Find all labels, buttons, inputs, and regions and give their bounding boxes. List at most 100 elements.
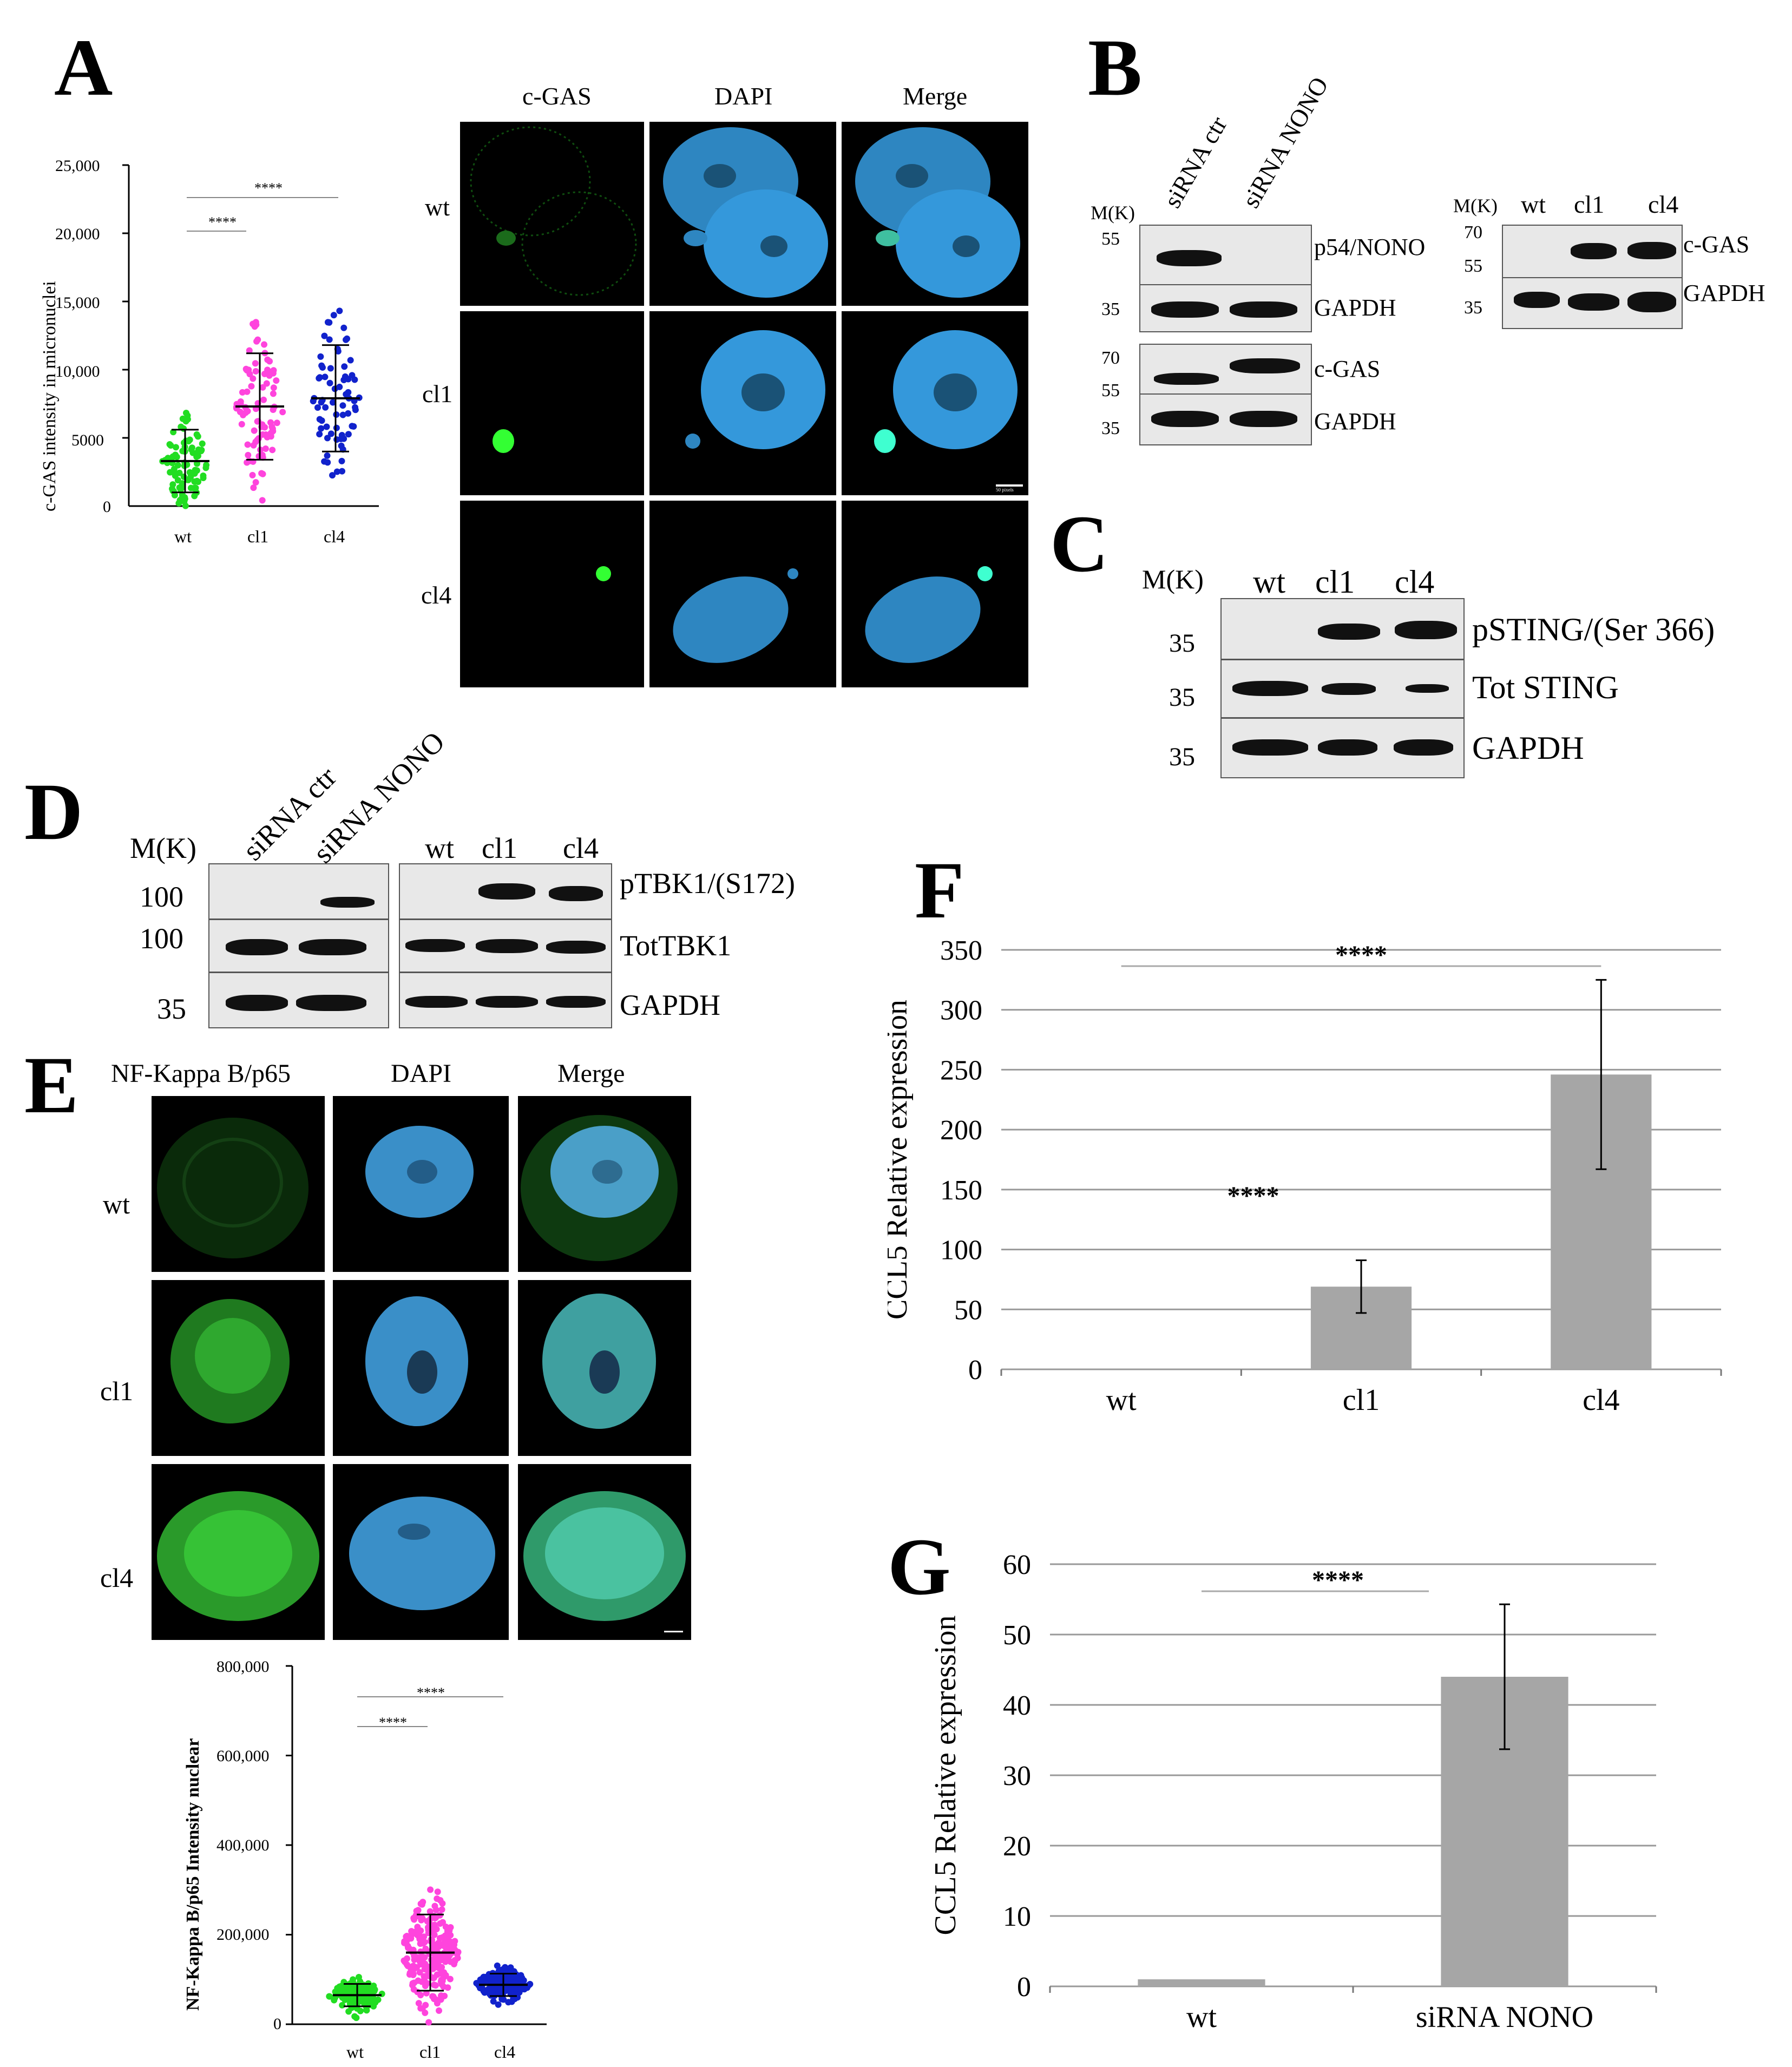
- data-point: [403, 1955, 410, 1962]
- data-point: [255, 435, 262, 442]
- data-point: [200, 474, 207, 481]
- data-point: [415, 1977, 422, 1984]
- data-point: [327, 365, 334, 372]
- data-point: [329, 472, 336, 479]
- data-point: [511, 1973, 518, 1980]
- blot-label: GAPDH: [1683, 280, 1765, 306]
- y-axis-label: CCL5 Relative expression: [888, 1000, 914, 1320]
- data-point: [318, 362, 325, 369]
- data-point: [331, 1997, 338, 2004]
- data-point: [447, 1958, 454, 1965]
- x-tick-label: wt: [1106, 1383, 1137, 1417]
- data-point: [199, 440, 206, 447]
- data-point: [336, 383, 343, 390]
- data-point: [438, 1964, 445, 1971]
- blot-cgas: [1502, 225, 1683, 278]
- data-point: [435, 1940, 442, 1947]
- data-point: [322, 404, 329, 411]
- blot-gapdh: [1220, 718, 1465, 778]
- data-point: [316, 374, 323, 381]
- data-point: [345, 431, 352, 438]
- blot-label: Tot STING: [1472, 670, 1619, 705]
- data-point: [333, 424, 340, 431]
- lane-label: cl4: [563, 832, 599, 864]
- lane-label: wt: [1521, 191, 1546, 218]
- data-point: [366, 1995, 373, 2002]
- data-point: [438, 1906, 445, 1913]
- panel-e-ytick: 800,000: [216, 1658, 270, 1676]
- data-point: [442, 1940, 449, 1947]
- data-point: [431, 1944, 438, 1951]
- data-point: [355, 1997, 362, 2004]
- data-point: [242, 409, 249, 416]
- data-point: [527, 1980, 534, 1987]
- data-point: [333, 436, 340, 443]
- data-point: [186, 469, 193, 476]
- blot-label: pSTING/(Ser 366): [1472, 612, 1715, 647]
- panel-e-ylabel: NF-Kappa B/p65 Intensity nuclear: [183, 1738, 203, 2011]
- panel-a-col-label: c-GAS: [522, 82, 592, 110]
- data-point: [438, 1977, 445, 1984]
- micrograph-dapi-cl4: [333, 1464, 509, 1640]
- panel-e-sig: ****: [379, 1715, 407, 1730]
- panel-a-ytick: 25,000: [55, 157, 100, 175]
- panel-a-ytick: 20,000: [55, 225, 100, 243]
- blot-gapdh: [208, 972, 389, 1028]
- data-point: [431, 1981, 438, 1989]
- data-point: [249, 471, 256, 478]
- panel-label-b: B: [1088, 23, 1143, 113]
- data-point: [327, 430, 334, 437]
- data-point: [434, 1888, 441, 1895]
- data-point: [333, 468, 340, 475]
- data-point: [166, 441, 173, 448]
- significance-label: ****: [1228, 1182, 1279, 1210]
- data-point: [188, 444, 195, 451]
- blot-label: c-GAS: [1683, 231, 1750, 258]
- data-point: [434, 1955, 441, 1962]
- data-point: [329, 399, 336, 406]
- mw-marker: 35: [1169, 629, 1195, 658]
- panel-a-ytick: 10,000: [55, 363, 100, 380]
- micrograph-merge-cl4: [518, 1464, 691, 1640]
- panel-a-ytick: 0: [103, 498, 111, 516]
- panel-e-row-label: wt: [103, 1189, 130, 1219]
- data-point: [433, 1926, 440, 1933]
- panel-e-ytick: 400,000: [216, 1836, 270, 1854]
- mw-header: M(K): [130, 832, 196, 864]
- data-point: [507, 1964, 514, 1971]
- data-point: [419, 1915, 426, 1922]
- data-point: [261, 341, 268, 348]
- data-point: [193, 477, 200, 484]
- panel-f-chart: 0 50 100 150 200 250 300 350 wt cl1 cl4 CCL5 Relati…: [888, 935, 1722, 1417]
- micrograph-merge-wt: [518, 1096, 691, 1272]
- data-point: [425, 2019, 432, 2026]
- data-point: [270, 428, 277, 435]
- mw-marker: 35: [1101, 299, 1120, 319]
- blot-gapdh: [399, 972, 612, 1028]
- data-point: [494, 1962, 501, 1969]
- panel-label-a: A: [54, 23, 113, 113]
- data-point: [279, 409, 286, 416]
- data-point: [359, 1982, 366, 1989]
- data-point: [411, 1953, 418, 1960]
- mw-marker: 100: [140, 922, 183, 955]
- data-point: [250, 320, 257, 327]
- data-point: [176, 469, 183, 476]
- data-point: [440, 1983, 447, 1990]
- data-point: [371, 1999, 378, 2006]
- data-point: [429, 1993, 436, 2000]
- data-point: [252, 368, 259, 375]
- data-point: [259, 497, 266, 504]
- data-point: [262, 445, 269, 452]
- data-point: [248, 383, 255, 390]
- data-point: [255, 453, 262, 460]
- data-point: [349, 1995, 356, 2002]
- micrograph-dapi-wt: [649, 122, 836, 306]
- data-point: [444, 1929, 451, 1936]
- y-tick-label: 300: [940, 995, 982, 1026]
- data-point: [427, 1886, 434, 1893]
- lane-label: cl4: [1648, 191, 1679, 218]
- data-point: [340, 377, 347, 384]
- lane-label: cl1: [1574, 191, 1605, 218]
- lane-label: cl4: [1395, 564, 1435, 600]
